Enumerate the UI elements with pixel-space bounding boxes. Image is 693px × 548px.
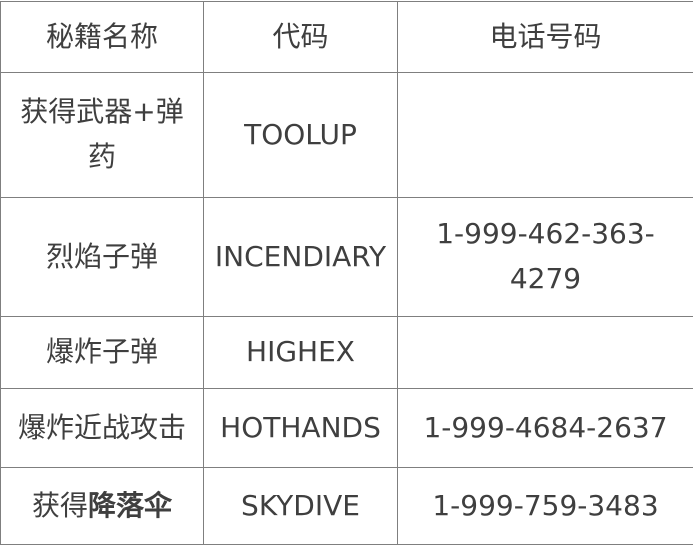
cheat-name-text: 获得武器+弹药 xyxy=(20,95,184,173)
cheat-name-bold: 降落伞 xyxy=(88,488,173,522)
table-row: 获得降落伞 SKYDIVE 1-999-759-3483 xyxy=(0,467,693,545)
header-phone: 电话号码 xyxy=(397,1,693,73)
cheat-name-cell: 爆炸近战攻击 xyxy=(0,388,204,468)
phone-cell: 1-999-462-363-4279 xyxy=(397,197,693,317)
phone-cell: 1-999-759-3483 xyxy=(397,467,693,545)
code-cell: SKYDIVE xyxy=(203,467,398,545)
code-cell: TOOLUP xyxy=(203,72,398,198)
phone-cell xyxy=(397,72,693,198)
header-cheat-name: 秘籍名称 xyxy=(0,1,204,73)
cheat-name-cell: 获得武器+弹药 xyxy=(0,72,204,198)
code-cell: HOTHANDS xyxy=(203,388,398,468)
code-cell: HIGHEX xyxy=(203,316,398,389)
cheat-name-text: 烈焰子弹 xyxy=(45,239,158,273)
table-row: 烈焰子弹 INCENDIARY 1-999-462-363-4279 xyxy=(0,197,693,317)
cheat-name-cell: 爆炸子弹 xyxy=(0,316,204,389)
cheat-name-text: 爆炸近战攻击 xyxy=(17,410,186,444)
cheat-name-cell: 获得降落伞 xyxy=(0,467,204,545)
code-cell: INCENDIARY xyxy=(203,197,398,317)
header-code: 代码 xyxy=(203,1,398,73)
table-header-row: 秘籍名称 代码 电话号码 xyxy=(0,1,693,73)
cheat-name-cell: 烈焰子弹 xyxy=(0,197,204,317)
phone-cell: 1-999-4684-2637 xyxy=(397,388,693,468)
phone-cell xyxy=(397,316,693,389)
cheat-name-text: 爆炸子弹 xyxy=(45,335,158,369)
cheat-name-text: 获得 xyxy=(31,488,88,522)
table-row: 爆炸子弹 HIGHEX xyxy=(0,316,693,389)
table-row: 获得武器+弹药 TOOLUP xyxy=(0,72,693,198)
table-row: 爆炸近战攻击 HOTHANDS 1-999-4684-2637 xyxy=(0,388,693,468)
